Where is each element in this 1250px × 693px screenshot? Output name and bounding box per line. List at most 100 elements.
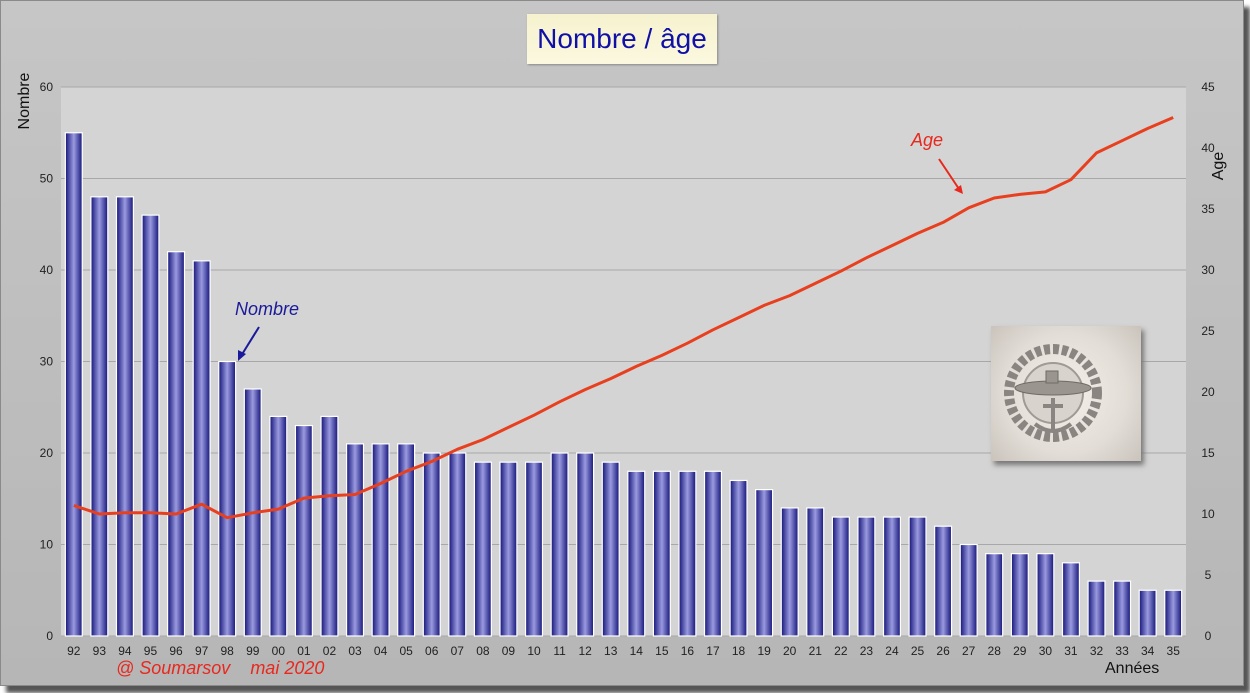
x-tick-label: 25: [911, 644, 925, 658]
annotation-arrows: [238, 158, 963, 361]
x-tick-label: 34: [1141, 644, 1155, 658]
bar-15: [652, 470, 671, 637]
bar-30: [1036, 553, 1055, 637]
y-tick-label: 60: [40, 80, 54, 94]
nombre-arrow: [240, 326, 260, 357]
bar-series-nombre: [64, 132, 1183, 637]
y2-tick-label: 20: [1201, 385, 1215, 399]
y2-tick-label: 40: [1201, 141, 1215, 155]
bar-31: [1061, 562, 1080, 637]
bar-07: [448, 452, 467, 637]
x-tick-label: 22: [834, 644, 848, 658]
y2-tick-label: 45: [1201, 80, 1215, 94]
x-tick-label: 20: [783, 644, 797, 658]
y2-tick-label: 10: [1201, 507, 1215, 521]
x-tick-label: 95: [144, 644, 158, 658]
x-tick-label: 02: [323, 644, 337, 658]
y2-tick-label: 5: [1205, 568, 1212, 582]
bar-29: [1010, 553, 1029, 637]
y2-tick-label: 0: [1205, 629, 1212, 643]
y-axis-right-ticks: 0 5 10 15 20 25 30 35 40 45: [1201, 80, 1215, 643]
y2-tick-label: 30: [1201, 263, 1215, 277]
bar-12: [576, 452, 595, 637]
y-axis-title: Nombre: [16, 72, 33, 129]
y2-tick-label: 25: [1201, 324, 1215, 338]
bar-09: [499, 461, 518, 637]
x-tick-label: 99: [246, 644, 260, 658]
x-tick-label: 14: [630, 644, 644, 658]
x-tick-label: 31: [1064, 644, 1078, 658]
bar-19: [755, 489, 774, 637]
bar-06: [422, 452, 441, 637]
bar-35: [1164, 589, 1183, 637]
x-tick-label: 10: [527, 644, 541, 658]
x-tick-label: 26: [936, 644, 950, 658]
nombre-arrowhead: [238, 350, 246, 361]
bar-11: [550, 452, 569, 637]
bar-97: [192, 260, 211, 637]
y-tick-label: 20: [40, 446, 54, 460]
bar-96: [167, 251, 186, 637]
y-tick-label: 30: [40, 355, 54, 369]
x-tick-label: 94: [118, 644, 132, 658]
y2-axis-title: Age: [1210, 152, 1227, 181]
x-tick-label: 17: [706, 644, 720, 658]
bar-93: [90, 196, 109, 637]
x-tick-label: 12: [578, 644, 592, 658]
bar-33: [1113, 580, 1132, 637]
x-tick-label: 07: [451, 644, 465, 658]
insignia-ring: [1004, 344, 1102, 442]
x-tick-label: 97: [195, 644, 209, 658]
annotation-age: Age: [911, 130, 944, 150]
x-tick-label: 21: [809, 644, 823, 658]
x-tick-label: 11: [553, 644, 566, 658]
age-arrow: [938, 158, 960, 190]
bar-32: [1087, 580, 1106, 637]
x-tick-label: 32: [1090, 644, 1104, 658]
bar-21: [806, 507, 825, 637]
chart-title: Nombre / âge: [537, 23, 707, 54]
bar-20: [780, 507, 799, 637]
y-tick-label: 40: [40, 263, 54, 277]
age-line: [73, 116, 1174, 520]
bar-08: [473, 461, 492, 637]
bar-98: [218, 360, 237, 637]
x-tick-label: 05: [399, 644, 413, 658]
bar-94: [115, 196, 134, 637]
y-tick-label: 0: [46, 629, 53, 643]
bar-28: [985, 553, 1004, 637]
x-tick-label: 16: [681, 644, 695, 658]
bar-26: [934, 525, 953, 637]
bar-01: [294, 424, 313, 637]
x-tick-label: 28: [988, 644, 1002, 658]
x-tick-label: 19: [757, 644, 771, 658]
x-tick-label: 98: [221, 644, 235, 658]
x-tick-label: 96: [169, 644, 183, 658]
x-tick-label: 92: [67, 644, 81, 658]
bar-25: [908, 516, 927, 637]
x-axis-ticks: 92 93 94 95 96 97 98 99 00 01 02 03 04 05 06 07 08 09 10 11…: [67, 644, 1180, 658]
x-tick-label: 27: [962, 644, 976, 658]
x-tick-label: 08: [476, 644, 490, 658]
x-tick-label: 93: [93, 644, 107, 658]
x-tick-label: 09: [502, 644, 516, 658]
age-arrowhead: [954, 185, 963, 194]
y-axis-left-ticks: 0 10 20 30 40 50 60: [40, 80, 54, 643]
submarine-insignia-image: [991, 326, 1141, 461]
y-tick-label: 10: [40, 538, 54, 552]
bar-34: [1138, 589, 1157, 637]
x-tick-label: 06: [425, 644, 439, 658]
bar-16: [678, 470, 697, 637]
line-series-age: [73, 116, 1174, 520]
x-tick-label: 00: [272, 644, 286, 658]
x-tick-label: 01: [297, 644, 311, 658]
bar-24: [882, 516, 902, 637]
x-axis-title: Années: [1105, 660, 1160, 677]
x-tick-label: 23: [860, 644, 874, 658]
x-tick-label: 33: [1115, 644, 1129, 658]
x-tick-label: 13: [604, 644, 618, 658]
bar-95: [141, 214, 160, 637]
x-tick-label: 30: [1039, 644, 1053, 658]
y2-tick-label: 15: [1201, 446, 1215, 460]
